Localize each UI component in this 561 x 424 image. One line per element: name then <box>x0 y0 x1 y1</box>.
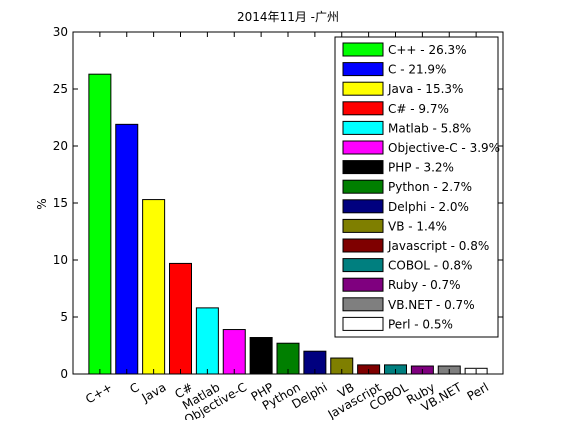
legend-entry: VB - 1.4% <box>388 219 447 233</box>
bar <box>142 199 166 375</box>
y-tick-label: 20 <box>53 139 68 153</box>
legend-entry: Perl - 0.5% <box>388 317 453 331</box>
legend-swatch <box>342 62 384 77</box>
legend-swatch <box>342 218 384 233</box>
bar <box>169 262 192 375</box>
legend-swatch <box>342 140 384 155</box>
bar <box>88 73 112 375</box>
legend-swatch <box>342 297 384 312</box>
legend-swatch <box>342 258 384 273</box>
legend-entry: Ruby - 0.7% <box>388 278 461 292</box>
legend-entry: Java - 15.3% <box>387 82 463 96</box>
y-tick-label: 5 <box>60 310 68 324</box>
y-tick-label: 10 <box>53 253 68 267</box>
x-tick-label: C++ <box>83 380 115 406</box>
legend-swatch <box>342 160 384 175</box>
y-tick-label: 15 <box>53 196 68 210</box>
legend-swatch <box>342 277 384 292</box>
bar <box>222 329 246 375</box>
legend-entry: COBOL - 0.8% <box>388 259 472 273</box>
legend-swatch <box>342 101 384 116</box>
legend-swatch <box>342 81 384 96</box>
legend-entry: C - 21.9% <box>388 63 446 77</box>
x-tick-label: Java <box>139 380 169 405</box>
y-tick-label: 30 <box>53 25 68 39</box>
legend-swatch <box>342 316 384 331</box>
legend: C++ - 26.3% C - 21.9% Java - 15.3% C# - 9.7… <box>334 36 500 338</box>
legend-entry: C++ - 26.3% <box>388 43 467 57</box>
y-tick-label: 25 <box>53 82 68 96</box>
x-tick-label: Perl <box>465 380 491 403</box>
bar <box>115 123 139 375</box>
bar <box>195 307 219 375</box>
legend-entry: Javascript - 0.8% <box>387 239 489 253</box>
legend-entry: Delphi - 2.0% <box>388 200 469 214</box>
legend-entry: VB.NET - 0.7% <box>388 298 475 312</box>
legend-entry: Python - 2.7% <box>388 180 472 194</box>
legend-swatch <box>342 199 384 214</box>
legend-entry: Objective-C - 3.9% <box>388 141 500 155</box>
y-tick-label: 0 <box>60 367 68 381</box>
legend-swatch <box>342 120 384 135</box>
legend-entry: Matlab - 5.8% <box>388 121 471 135</box>
y-axis-label: % <box>35 198 49 209</box>
y-axis-ticks: 0 5 10 15 20 25 30 <box>53 25 503 381</box>
chart-title: 2014年11月 -广州 <box>237 10 339 24</box>
legend-entry: C# - 9.7% <box>388 102 449 116</box>
legend-swatch <box>342 238 384 253</box>
legend-swatch <box>342 179 384 194</box>
legend-entry: PHP - 3.2% <box>388 161 454 175</box>
bar <box>249 337 273 375</box>
legend-swatch <box>342 42 384 57</box>
